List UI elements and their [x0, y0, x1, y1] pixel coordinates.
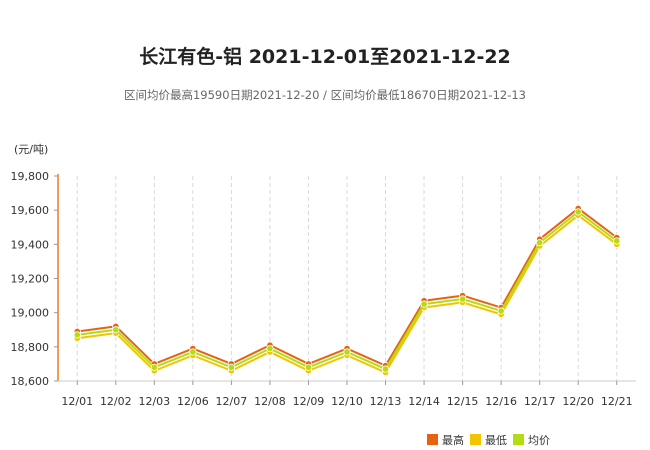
data-point[interactable]	[266, 344, 274, 353]
legend-swatch	[470, 434, 481, 445]
x-tick-label: 12/14	[408, 395, 440, 408]
x-tick-label: 12/09	[293, 395, 325, 408]
x-tick-label: 12/08	[254, 395, 286, 408]
legend-item[interactable]: 均价	[513, 434, 550, 447]
data-point[interactable]	[112, 326, 120, 334]
y-tick-label: 18,800	[11, 341, 50, 354]
y-tick-label: 19,600	[11, 204, 50, 217]
x-tick-label: 12/13	[370, 395, 402, 408]
data-point[interactable]	[73, 331, 81, 339]
x-tick-label: 12/07	[216, 395, 248, 408]
y-tick-label: 19,200	[11, 273, 50, 286]
x-tick-label: 12/21	[601, 395, 633, 408]
x-tick-label: 12/10	[331, 395, 363, 408]
data-point[interactable]	[343, 348, 351, 356]
y-tick-label: 19,400	[11, 238, 50, 251]
legend-item[interactable]: 最高	[427, 433, 464, 447]
x-tick-label: 12/20	[562, 395, 594, 408]
chart-subtitle: 区间均价最高19590日期2021-12-20 / 区间均价最低18670日期2…	[123, 88, 526, 102]
data-point[interactable]	[536, 239, 544, 247]
data-point[interactable]	[189, 348, 197, 356]
series-3	[73, 208, 621, 373]
y-axis-unit-label: (元/吨)	[14, 143, 48, 156]
x-tick-label: 12/02	[100, 395, 132, 408]
data-point[interactable]	[420, 300, 428, 308]
chart-title: 长江有色-铝 2021-12-01至2021-12-22	[139, 46, 511, 68]
legend-item[interactable]: 最低	[470, 434, 507, 447]
series-lines	[73, 204, 621, 377]
data-point[interactable]	[458, 295, 467, 303]
legend-label: 最高	[442, 433, 464, 447]
data-point[interactable]	[497, 307, 505, 315]
data-point[interactable]	[574, 208, 582, 216]
x-tick-label: 12/15	[447, 395, 479, 408]
data-point[interactable]	[227, 363, 235, 371]
legend-label: 最低	[485, 434, 507, 447]
x-tick-label: 12/16	[485, 395, 517, 408]
y-tick-label: 19,800	[11, 170, 50, 183]
legend: 最高 最低 均价	[427, 433, 550, 447]
legend-swatch	[427, 434, 438, 445]
legend-label: 均价	[528, 434, 550, 447]
data-point[interactable]	[150, 363, 158, 371]
x-tick-label: 12/17	[524, 395, 556, 408]
axes: 18,600 18,800 19,000 19,200 19,400 19,600 19,8…	[11, 170, 636, 408]
data-point[interactable]	[613, 237, 621, 245]
x-tick-label: 12/01	[61, 395, 93, 408]
data-point[interactable]	[381, 365, 390, 373]
x-tick-label: 12/06	[177, 395, 209, 408]
data-point[interactable]	[304, 363, 313, 371]
legend-swatch	[513, 434, 524, 445]
x-tick-label: 12/03	[138, 395, 170, 408]
y-tick-label: 19,000	[11, 307, 50, 320]
y-tick-label: 18,600	[11, 375, 50, 388]
